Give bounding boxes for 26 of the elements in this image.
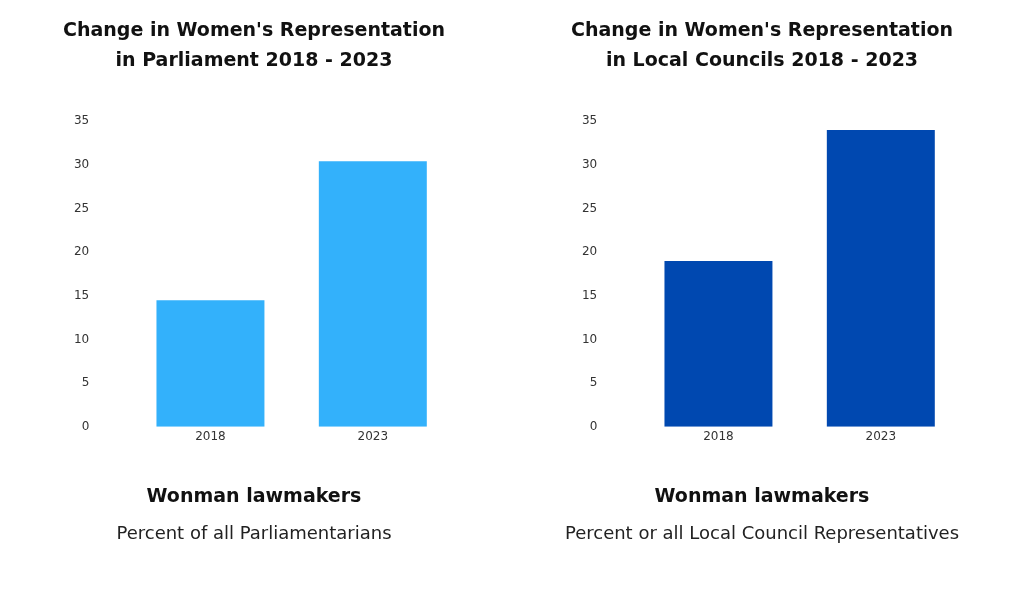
y-tick-label: 25 [581,200,598,215]
y-tick-label: 0 [81,418,90,433]
y-tick-label: 0 [589,418,598,433]
y-tick-label: 20 [581,244,598,259]
x-tick-label: 2023 [865,429,897,444]
x-axis-title: Wonman lawmakers [146,484,362,506]
y-tick-label: 15 [73,287,90,302]
chart-title: Change in Women's Representation in Parliament 2018 - 2023 [62,17,446,72]
x-tick-label: 2018 [195,429,226,444]
chart-title: Change in Women's Representation in Local Councils 2018 - 2023 [570,17,954,72]
y-tick-label: 15 [581,287,598,302]
y-tick-label: 10 [73,331,90,346]
x-tick-label: 2023 [357,429,389,444]
y-tick-label: 5 [81,375,90,390]
y-tick-label: 30 [581,156,598,171]
y-tick-label: 10 [581,331,598,346]
y-tick-label: 25 [73,200,90,215]
text: Percent of all Parliamentarians [116,522,392,543]
y-tick-label: 5 [589,375,598,390]
y-tick-label: 35 [73,113,90,128]
x-axis-title: Wonman lawmakers [654,484,870,506]
text: Percent or all Local Council Representatives [564,522,960,543]
y-tick-label: 35 [581,113,598,128]
x-tick-label: 2018 [703,429,734,444]
y-tick-label: 30 [73,156,90,171]
y-tick-label: 20 [73,244,90,259]
